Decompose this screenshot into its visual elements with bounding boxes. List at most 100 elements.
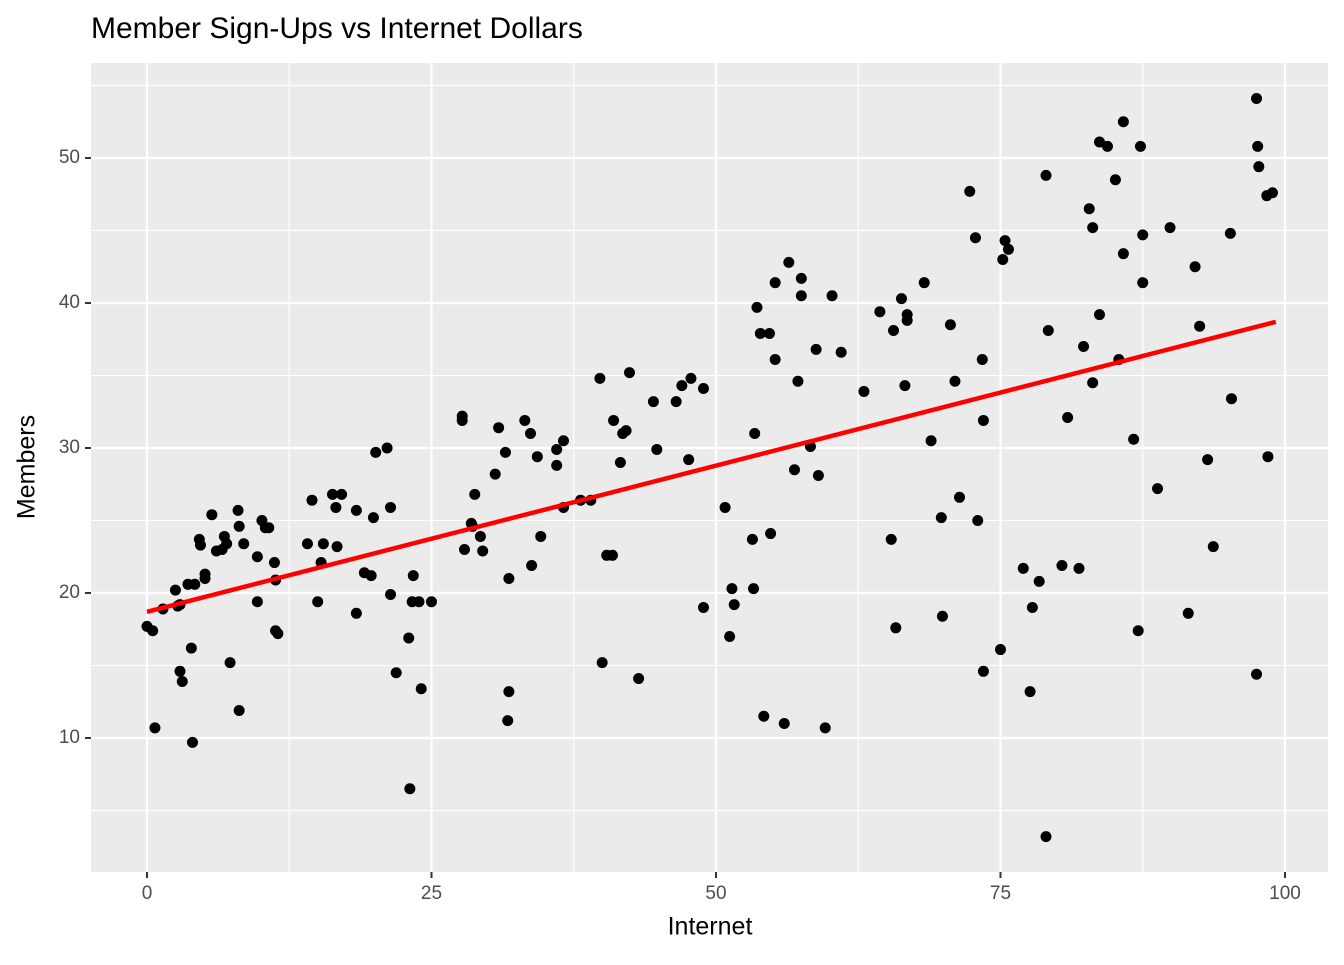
point bbox=[1251, 668, 1263, 680]
point bbox=[493, 422, 505, 434]
point bbox=[456, 414, 468, 426]
point bbox=[385, 501, 397, 513]
point bbox=[1137, 229, 1149, 241]
point bbox=[769, 354, 781, 366]
point bbox=[458, 544, 470, 556]
point bbox=[251, 596, 263, 608]
point bbox=[306, 494, 318, 506]
point bbox=[795, 290, 807, 302]
x-tick-label: 25 bbox=[421, 883, 442, 904]
y-tick-label: 10 bbox=[59, 727, 80, 748]
point bbox=[1117, 116, 1129, 128]
point bbox=[499, 446, 511, 458]
point bbox=[765, 528, 777, 540]
point bbox=[1002, 243, 1014, 255]
point bbox=[999, 235, 1011, 247]
chart-title: Member Sign-Ups vs Internet Dollars bbox=[91, 12, 583, 45]
trend-line bbox=[146, 319, 1277, 615]
point bbox=[918, 277, 930, 289]
point bbox=[1040, 169, 1052, 181]
point bbox=[726, 583, 738, 595]
point bbox=[1078, 340, 1090, 352]
point bbox=[557, 435, 569, 447]
point bbox=[336, 488, 348, 500]
point bbox=[1083, 203, 1095, 215]
point bbox=[826, 290, 838, 302]
point bbox=[949, 375, 961, 387]
point bbox=[519, 414, 531, 426]
point bbox=[221, 538, 233, 550]
y-tick-label: 20 bbox=[59, 582, 80, 603]
point bbox=[415, 683, 427, 695]
point bbox=[535, 530, 547, 542]
x-tick-label: 0 bbox=[142, 883, 153, 904]
point bbox=[185, 642, 197, 654]
point bbox=[858, 385, 870, 397]
point bbox=[647, 396, 659, 408]
point bbox=[754, 327, 766, 339]
point bbox=[350, 607, 362, 619]
point bbox=[1073, 562, 1085, 574]
point bbox=[1189, 261, 1201, 273]
point bbox=[1132, 625, 1144, 637]
point bbox=[176, 675, 188, 687]
point bbox=[477, 545, 489, 557]
point bbox=[1152, 483, 1164, 495]
point bbox=[390, 667, 402, 679]
x-tick-label: 50 bbox=[705, 883, 726, 904]
point bbox=[531, 451, 543, 463]
point bbox=[596, 657, 608, 669]
point bbox=[925, 435, 937, 447]
point bbox=[149, 722, 161, 734]
point bbox=[1134, 140, 1146, 152]
point bbox=[199, 568, 211, 580]
point bbox=[350, 504, 362, 516]
point bbox=[763, 327, 775, 339]
point bbox=[331, 541, 343, 553]
point bbox=[263, 522, 275, 534]
point bbox=[890, 622, 902, 634]
point bbox=[633, 673, 645, 685]
point bbox=[1056, 559, 1068, 571]
point bbox=[551, 443, 563, 455]
point bbox=[413, 596, 425, 608]
point bbox=[1266, 187, 1278, 199]
point bbox=[1207, 541, 1219, 553]
point bbox=[1026, 602, 1038, 614]
point bbox=[758, 710, 770, 722]
point bbox=[1128, 433, 1140, 445]
point bbox=[972, 515, 984, 527]
point bbox=[819, 722, 831, 734]
point bbox=[1109, 174, 1121, 186]
point bbox=[778, 718, 790, 730]
point bbox=[977, 665, 989, 677]
point bbox=[936, 610, 948, 622]
point bbox=[1202, 454, 1214, 466]
point bbox=[728, 599, 740, 611]
point bbox=[385, 588, 397, 600]
y-tick-label: 30 bbox=[59, 437, 80, 458]
point bbox=[317, 538, 329, 550]
point bbox=[1093, 309, 1105, 321]
point bbox=[1033, 575, 1045, 587]
point bbox=[810, 343, 822, 355]
point bbox=[174, 665, 186, 677]
point bbox=[194, 539, 206, 551]
point bbox=[474, 530, 486, 542]
point bbox=[1087, 222, 1099, 234]
point bbox=[751, 301, 763, 313]
point bbox=[206, 509, 218, 521]
point bbox=[885, 533, 897, 545]
point bbox=[403, 632, 415, 644]
point bbox=[895, 293, 907, 305]
point bbox=[365, 570, 377, 582]
point bbox=[232, 504, 244, 516]
point bbox=[1087, 377, 1099, 389]
point bbox=[976, 354, 988, 366]
point bbox=[795, 272, 807, 284]
point bbox=[503, 573, 515, 585]
point bbox=[594, 372, 606, 384]
point bbox=[812, 470, 824, 482]
point bbox=[524, 427, 536, 439]
